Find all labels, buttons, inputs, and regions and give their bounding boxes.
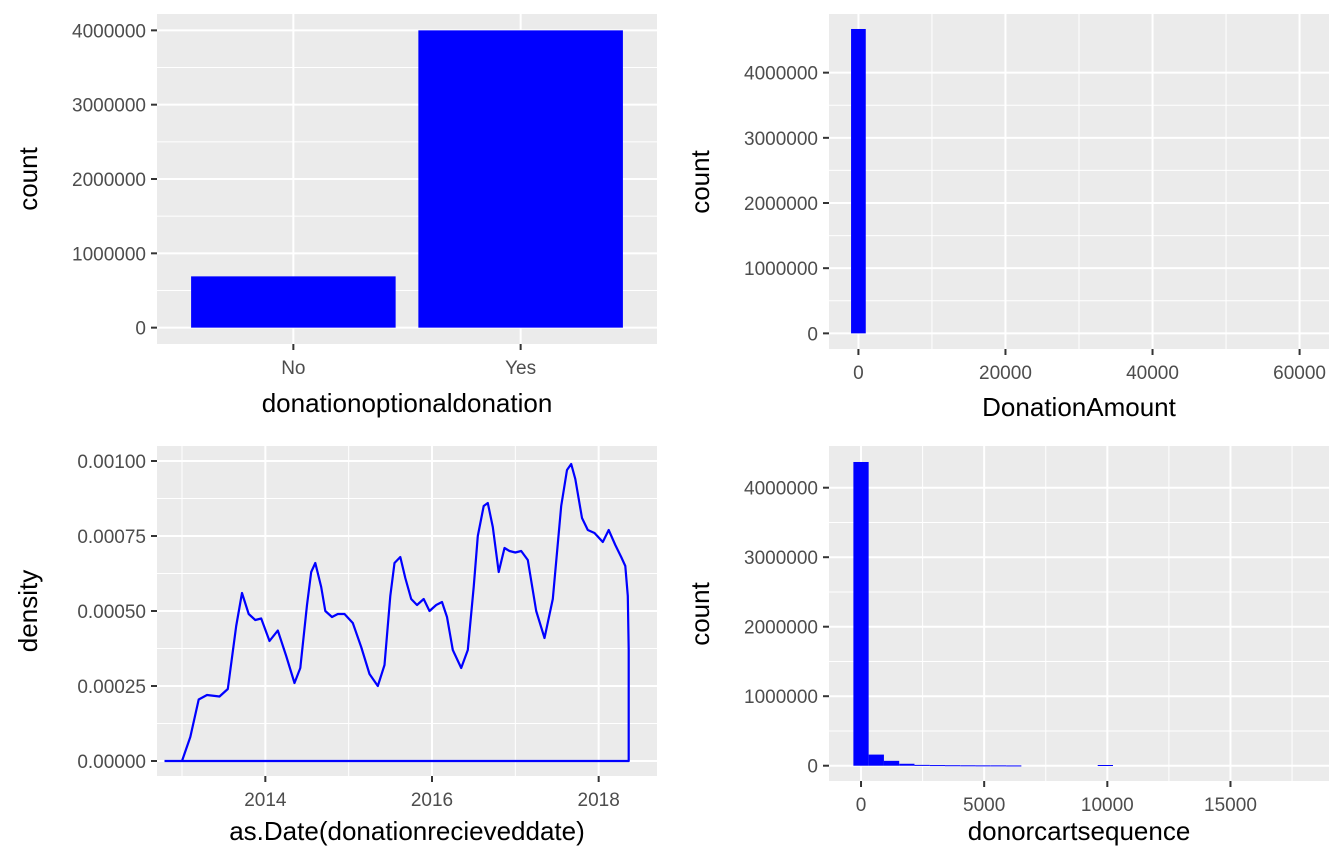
y-axis-title: density bbox=[13, 570, 43, 652]
histogram-bin bbox=[868, 754, 884, 766]
histogram-bin bbox=[960, 765, 976, 767]
y-tick-label: 0.00000 bbox=[77, 752, 146, 773]
x-tick-label: No bbox=[281, 358, 305, 379]
y-tick-label: 0 bbox=[135, 319, 146, 340]
histogram-bin bbox=[899, 763, 915, 766]
histogram-bin bbox=[929, 765, 946, 767]
y-tick-label: 0 bbox=[807, 757, 818, 778]
histogram-bin bbox=[990, 765, 1007, 767]
histogram-bin bbox=[1097, 765, 1113, 767]
y-tick-label: 2000000 bbox=[72, 170, 146, 191]
histogram-bin bbox=[975, 765, 991, 767]
x-tick-label: 40000 bbox=[1126, 363, 1179, 384]
x-axis-title: donationoptionaldonation bbox=[262, 388, 553, 418]
y-tick-label: 1000000 bbox=[744, 259, 818, 280]
bar-no bbox=[191, 276, 396, 328]
y-axis-title: count bbox=[685, 581, 715, 645]
y-tick-label: 4000000 bbox=[744, 479, 818, 500]
x-tick-label: 20000 bbox=[979, 363, 1032, 384]
histogram-bin bbox=[883, 760, 900, 766]
chart-panel-donation-amount: 0 1000000 2000000 3000000 4000000 0 20000 40000… bbox=[685, 14, 1329, 422]
chart-panel-donation-date-density: 0.00000 0.00025 0.00050 0.00075 0.00100 2014 2… bbox=[13, 446, 657, 846]
y-tick-label: 2000000 bbox=[744, 194, 818, 215]
y-tick-label: 4000000 bbox=[72, 21, 146, 42]
histogram-bin bbox=[945, 765, 961, 767]
y-tick-label: 0.00075 bbox=[77, 527, 146, 548]
y-tick-label: 4000000 bbox=[744, 64, 818, 85]
x-axis-title: as.Date(donationrecieveddate) bbox=[229, 816, 585, 846]
chart-panel-donation-optional: 0 1000000 2000000 3000000 4000000 No Yes donat… bbox=[13, 14, 657, 418]
y-tick-label: 0 bbox=[807, 324, 818, 345]
y-axis-title: count bbox=[13, 146, 43, 210]
y-axis-title: count bbox=[685, 149, 715, 213]
y-tick-label: 3000000 bbox=[744, 129, 818, 150]
y-tick-label: 0.00100 bbox=[77, 452, 146, 473]
plot-background bbox=[829, 446, 1329, 781]
histogram-bin bbox=[914, 764, 930, 766]
x-axis-title: DonationAmount bbox=[982, 392, 1176, 422]
chart-panel-donor-cart-sequence: 0 1000000 2000000 3000000 4000000 0 5000 10000 1… bbox=[685, 446, 1329, 846]
y-tick-label: 3000000 bbox=[72, 96, 146, 117]
density-curve bbox=[164, 462, 630, 763]
y-tick-label: 0.00050 bbox=[77, 602, 146, 623]
x-axis-title: donorcartsequence bbox=[968, 816, 1191, 846]
x-tick-label: 2014 bbox=[244, 790, 287, 811]
x-tick-label: 10000 bbox=[1081, 795, 1134, 816]
y-tick-label: 1000000 bbox=[72, 244, 146, 265]
y-tick-label: 2000000 bbox=[744, 618, 818, 639]
x-tick-label: 2018 bbox=[578, 790, 620, 811]
y-tick-label: 3000000 bbox=[744, 548, 818, 569]
x-tick-label: 5000 bbox=[963, 795, 1005, 816]
y-tick-label: 1000000 bbox=[744, 687, 818, 708]
histogram-bin bbox=[851, 28, 866, 334]
bar-yes bbox=[418, 30, 623, 328]
x-tick-label: 2016 bbox=[411, 790, 453, 811]
x-tick-label: 0 bbox=[856, 795, 867, 816]
histogram-bin bbox=[1006, 765, 1022, 767]
x-tick-label: 0 bbox=[853, 363, 864, 384]
x-tick-label: 60000 bbox=[1273, 363, 1326, 384]
x-tick-label: 15000 bbox=[1204, 795, 1257, 816]
histogram-bin bbox=[853, 461, 869, 766]
x-tick-label: Yes bbox=[505, 358, 536, 379]
y-tick-label: 0.00025 bbox=[77, 677, 146, 698]
